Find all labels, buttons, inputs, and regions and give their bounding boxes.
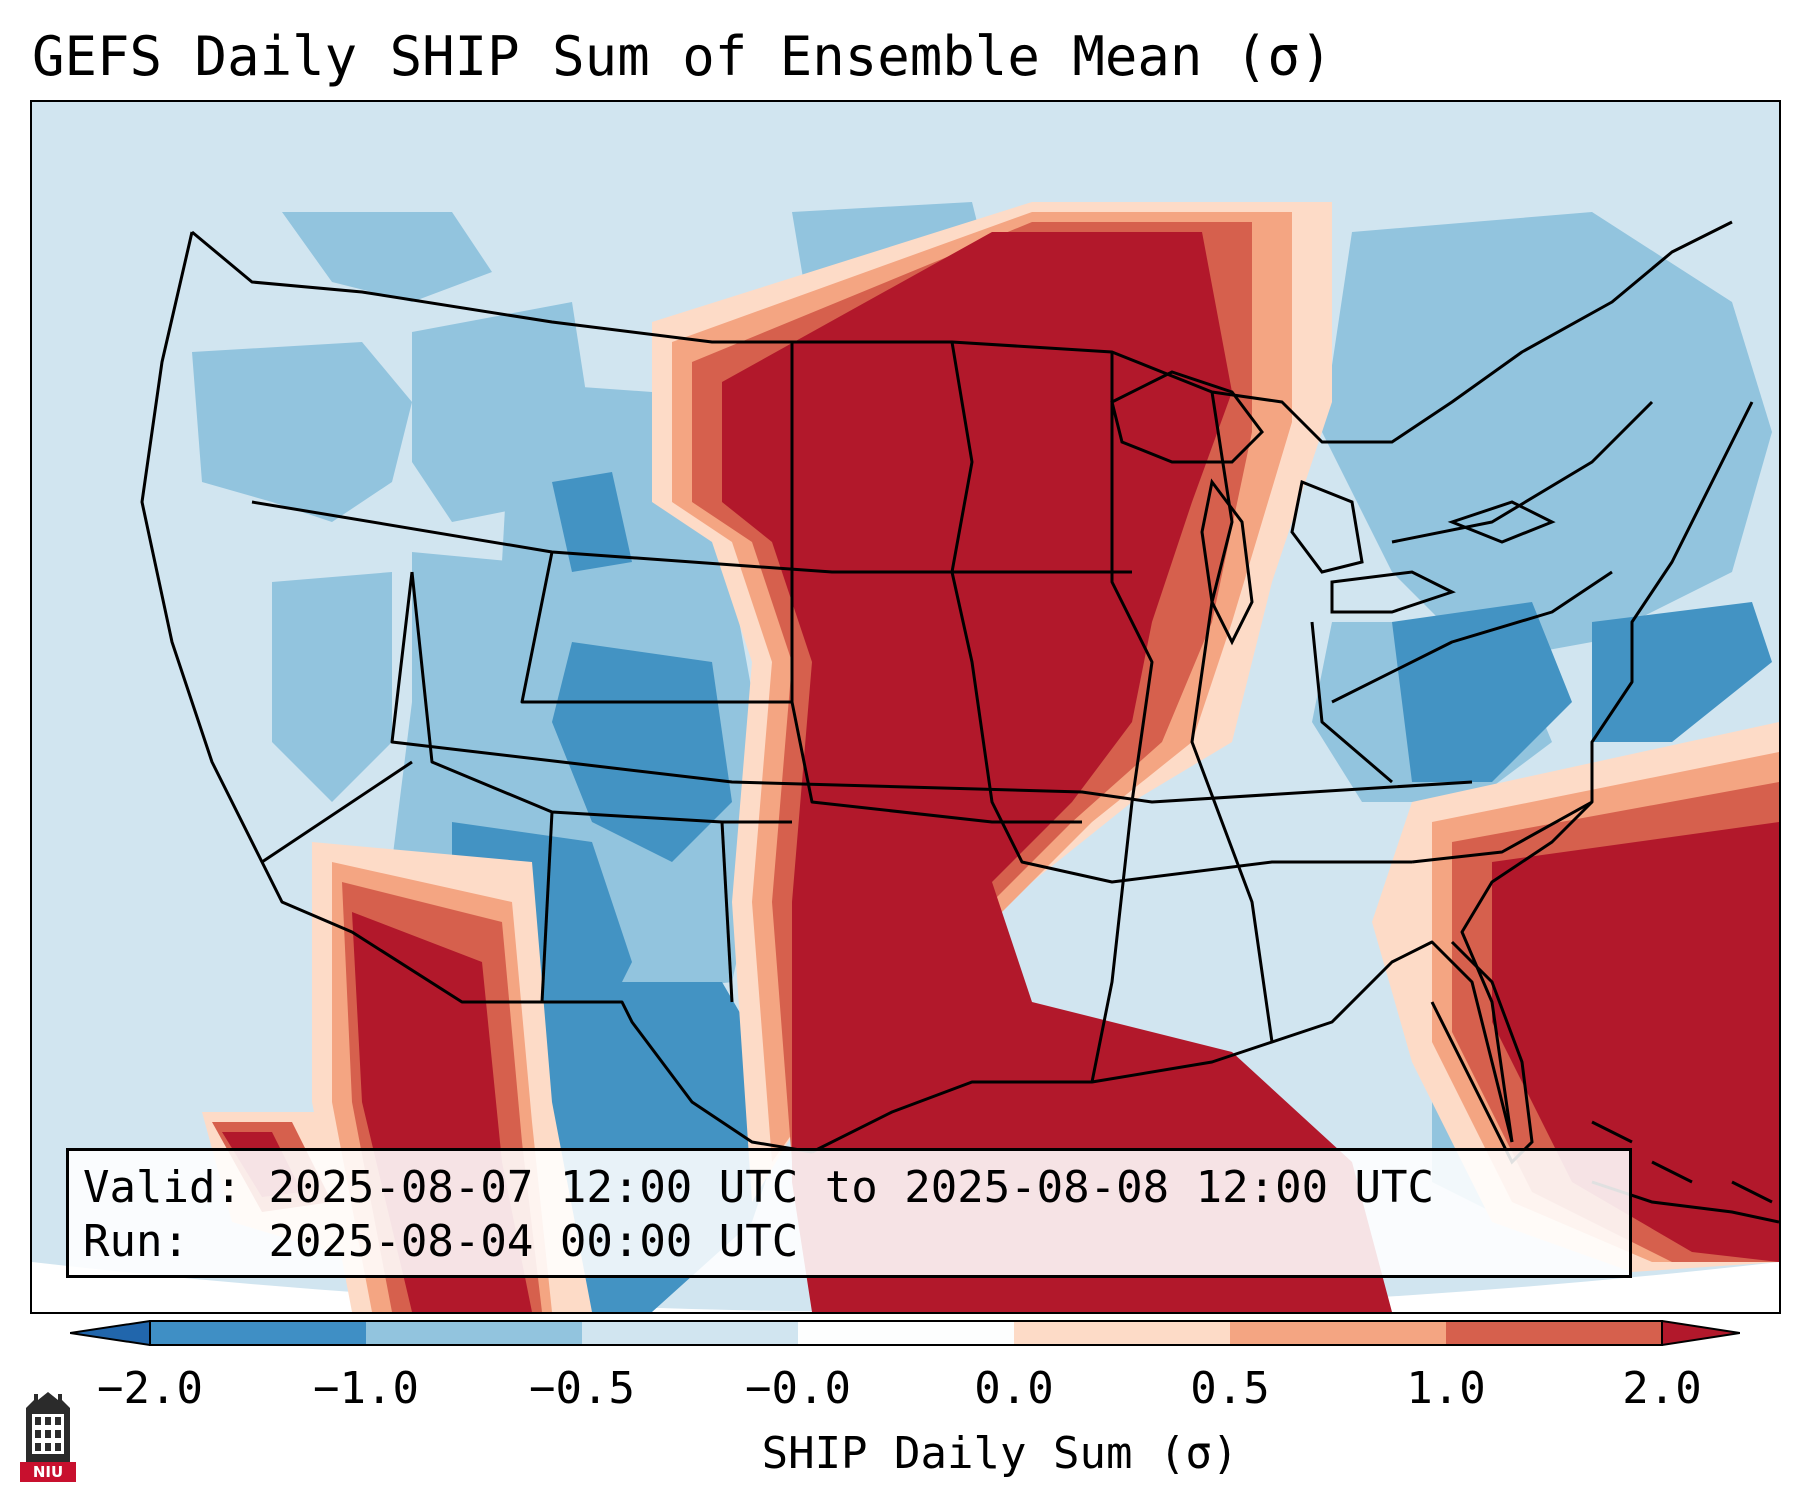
us-canada-border bbox=[191, 220, 1733, 444]
colorbar-segment bbox=[150, 1321, 366, 1345]
colorbar-tick: 2.0 bbox=[1622, 1363, 1702, 1414]
colorbar-label: SHIP Daily Sum (σ) bbox=[761, 1428, 1239, 1479]
niu-logo: NIU bbox=[20, 1392, 76, 1482]
colorbar-segment bbox=[1446, 1321, 1662, 1345]
colorbar-segment bbox=[1230, 1321, 1446, 1345]
colorbar-tick: 1.0 bbox=[1406, 1363, 1486, 1414]
colorbar-tick: 0.0 bbox=[974, 1363, 1054, 1414]
colorbar-segment bbox=[1014, 1321, 1230, 1345]
colorbar-extend-low bbox=[70, 1320, 151, 1346]
colorbar-extend-high bbox=[1661, 1320, 1740, 1346]
colorbar-segment bbox=[798, 1321, 1014, 1345]
colorbar bbox=[70, 1320, 1740, 1346]
colorbar-tick: −2.0 bbox=[97, 1363, 203, 1414]
tower-icon bbox=[26, 1392, 70, 1462]
run-label: Run: bbox=[83, 1216, 189, 1267]
colorbar-outline bbox=[149, 1320, 1663, 1346]
colorbar-tick: −0.5 bbox=[529, 1363, 635, 1414]
map-title: GEFS Daily SHIP Sum of Ensemble Mean (σ) bbox=[32, 25, 1333, 88]
map-panel bbox=[30, 100, 1781, 1314]
map-canvas bbox=[32, 102, 1779, 1312]
west-coast-border bbox=[140, 231, 813, 1154]
logo-text: NIU bbox=[20, 1462, 76, 1482]
valid-value: 2025-08-07 12:00 UTC to 2025-08-08 12:00… bbox=[268, 1162, 1435, 1213]
great-lakes bbox=[1110, 370, 1556, 646]
run-value: 2025-08-04 00:00 UTC bbox=[268, 1216, 799, 1267]
colorbar-tick: −0.0 bbox=[745, 1363, 851, 1414]
colorbar-tick: 0.5 bbox=[1190, 1363, 1270, 1414]
info-box: Valid: 2025-08-07 12:00 UTC to 2025-08-0… bbox=[66, 1148, 1632, 1278]
east-coast bbox=[1460, 401, 1754, 1143]
boundaries bbox=[140, 220, 1754, 1154]
colorbar-segment bbox=[582, 1321, 798, 1345]
colorbar-tick: −1.0 bbox=[313, 1363, 419, 1414]
colorbar-segment bbox=[366, 1321, 582, 1345]
gulf-coast bbox=[811, 940, 1514, 1154]
valid-label: Valid: bbox=[83, 1162, 242, 1213]
